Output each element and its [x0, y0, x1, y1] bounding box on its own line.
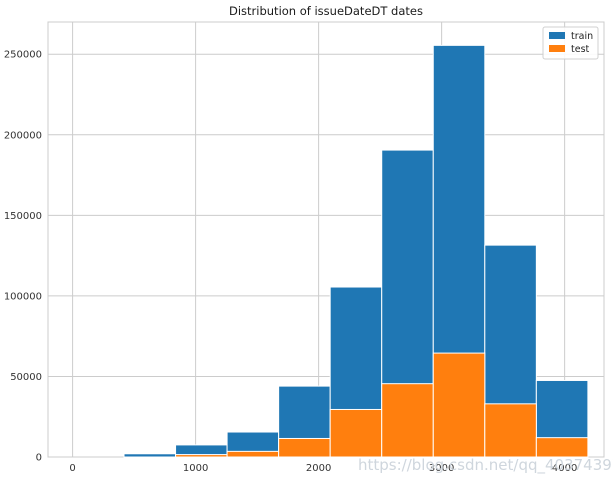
legend-swatch-test — [549, 45, 565, 52]
bar-train — [123, 453, 177, 458]
y-tick-label: 100000 — [4, 291, 42, 302]
bar-test — [175, 454, 228, 458]
bar-test — [432, 352, 486, 458]
x-tick-label: 3000 — [429, 463, 454, 474]
y-tick-label: 50000 — [10, 372, 42, 383]
legend-swatch-train — [549, 32, 565, 39]
x-tick-label: 1000 — [183, 463, 208, 474]
bar-test — [535, 437, 589, 458]
watermark: https://blog.csdn.net/qq_40374397 — [358, 456, 613, 475]
chart-title: Distribution of issueDateDT dates — [229, 4, 423, 18]
bar-test — [381, 383, 434, 458]
x-tick-label: 0 — [69, 463, 75, 474]
x-tick-label: 4000 — [552, 463, 577, 474]
y-tick-label: 200000 — [4, 130, 42, 141]
bar-test — [484, 403, 537, 458]
legend: train test — [542, 26, 599, 60]
legend-label-train: train — [571, 31, 593, 42]
x-tick-label: 2000 — [306, 463, 331, 474]
y-tick-label: 250000 — [4, 50, 42, 61]
bar-test — [329, 408, 383, 458]
y-tick-label: 150000 — [4, 211, 42, 222]
bar-test — [226, 450, 280, 458]
tick-labels: 0 1000 2000 3000 4000 0 50000 100000 150000 20000… — [4, 50, 578, 474]
bars — [123, 44, 589, 458]
y-tick-label: 0 — [36, 453, 42, 464]
legend-label-test: test — [571, 44, 590, 55]
bar-test — [278, 437, 331, 458]
